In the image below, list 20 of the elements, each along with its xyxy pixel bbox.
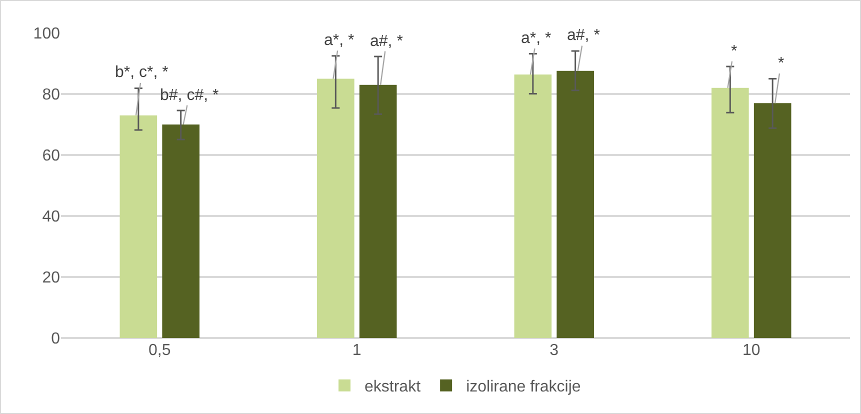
x-tick-label: 10 xyxy=(742,342,760,359)
legend-label: ekstrakt xyxy=(364,378,422,396)
x-tick-label: 3 xyxy=(550,342,559,359)
x-tick-label: 0,5 xyxy=(148,342,171,359)
y-tick-label: 0 xyxy=(51,330,60,348)
y-tick-label: 80 xyxy=(42,86,60,104)
y-tick-label: 60 xyxy=(42,148,60,165)
annotation: a#, * xyxy=(370,33,403,50)
annotation: a*, * xyxy=(521,30,552,47)
legend-label: izolirane frakcije xyxy=(466,378,581,396)
annotation: * xyxy=(731,43,738,60)
y-tick-label: 40 xyxy=(42,208,60,226)
x-tick-label: 1 xyxy=(352,342,362,359)
annotation: * xyxy=(778,55,784,72)
annotation: b#, c#, * xyxy=(160,87,219,104)
y-tick-label: 20 xyxy=(42,270,60,287)
y-tick-label: 100 xyxy=(33,26,60,43)
annotation: a*, * xyxy=(324,32,354,49)
annotation: a#, * xyxy=(567,27,600,44)
annotation: b*, c*, * xyxy=(115,64,168,81)
